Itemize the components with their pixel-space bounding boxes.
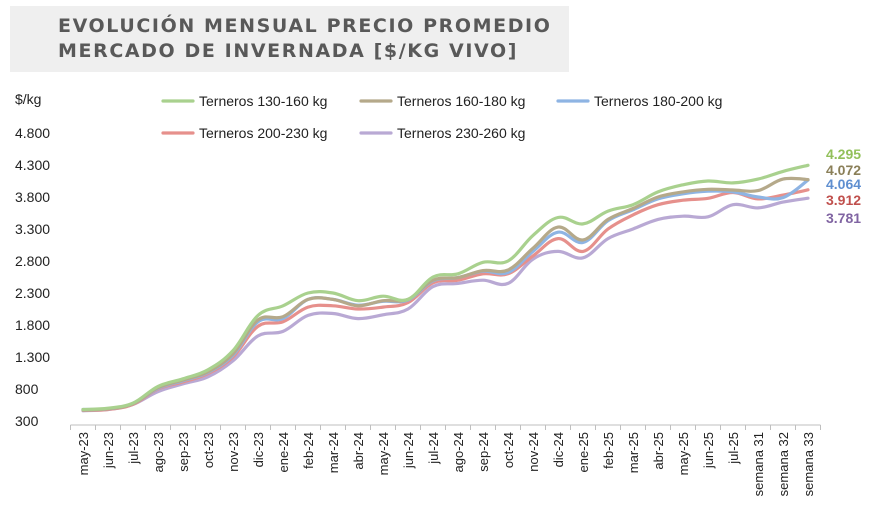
legend-label: Terneros 180-200 kg (594, 93, 722, 109)
y-tick-label: 1.300 (15, 349, 50, 365)
x-tick-label: mar-24 (326, 432, 341, 473)
x-tick-label: ene-24 (276, 432, 291, 472)
y-tick-label: 2.300 (15, 285, 50, 301)
y-tick-label: 4.300 (15, 157, 50, 173)
series-line (81, 163, 810, 412)
end-value-label: 4.295 (826, 146, 861, 162)
x-tick-label: may-23 (76, 432, 91, 475)
chart-title-box: EVOLUCIÓN MENSUAL PRECIO PROMEDIO MERCAD… (10, 6, 569, 72)
x-tick-label: jul-23 (126, 432, 141, 465)
x-tick-label: oct-23 (201, 432, 216, 468)
series-lines (81, 163, 810, 413)
x-tick-label: jun-23 (101, 432, 116, 469)
x-tick-label: semana 32 (776, 432, 791, 496)
x-tick-label: feb-24 (301, 432, 316, 469)
x-tick-label: ago-24 (451, 432, 466, 472)
series-line (81, 196, 810, 413)
y-tick-label: 1.800 (15, 317, 50, 333)
y-tick-label: 300 (15, 413, 39, 429)
series-line (81, 176, 810, 412)
x-tick-label: oct-24 (501, 432, 516, 468)
x-tick-label: semana 31 (751, 432, 766, 496)
x-tick-label: dic-24 (551, 432, 566, 467)
x-tick-label: ago-23 (151, 432, 166, 472)
x-tick-label: may-24 (376, 432, 391, 475)
end-value-label: 4.064 (826, 176, 861, 192)
chart-title-line-2: MERCADO DE INVERNADA [$/KG VIVO] (58, 40, 519, 62)
y-tick-label: 2.800 (15, 253, 50, 269)
y-tick-label: 4.800 (15, 125, 50, 141)
x-tick-label: jun-25 (701, 432, 716, 469)
y-tick-label: 800 (15, 381, 39, 397)
legend-label: Terneros 160-180 kg (397, 93, 525, 109)
y-axis-ticks: 4.800 4.300 3.800 3.300 2.800 2.300 1.800 1.300… (15, 125, 50, 429)
x-tick-label: jun-24 (401, 432, 416, 469)
legend-label: Terneros 200-230 kg (199, 125, 327, 141)
x-axis: may-23 jun-23 jul-23 ago-23 sep-23 oct-23 nov-… (70, 424, 821, 496)
end-value-label: 3.912 (826, 192, 861, 208)
x-tick-label: nov-24 (526, 432, 541, 472)
x-tick-label: sep-23 (176, 432, 191, 472)
x-tick-label: may-25 (676, 432, 691, 475)
x-tick-label: feb-25 (601, 432, 616, 469)
x-tick-label: sep-24 (476, 432, 491, 472)
x-tick-label: jul-24 (426, 432, 441, 465)
x-tick-label: ene-25 (576, 432, 591, 472)
x-tick-label: dic-23 (251, 432, 266, 467)
chart-title-line-1: EVOLUCIÓN MENSUAL PRECIO PROMEDIO (58, 15, 552, 37)
x-tick-label: abr-25 (651, 432, 666, 470)
x-tick-label: jul-25 (726, 432, 741, 465)
end-value-label: 3.781 (826, 210, 861, 226)
y-tick-label: 3.300 (15, 221, 50, 237)
x-tick-label: semana 33 (801, 432, 816, 496)
legend-label: Terneros 130-160 kg (199, 93, 327, 109)
y-axis-label: $/kg (15, 91, 41, 107)
legend: Terneros 130-160 kg Terneros 160-180 kg Te… (161, 93, 722, 141)
legend-label: Terneros 230-260 kg (397, 125, 525, 141)
x-tick-label: nov-23 (226, 432, 241, 472)
x-tick-label: abr-24 (351, 432, 366, 470)
x-tick-label: mar-25 (626, 432, 641, 473)
end-value-label: 4.072 (826, 162, 861, 178)
y-tick-label: 3.800 (15, 189, 50, 205)
